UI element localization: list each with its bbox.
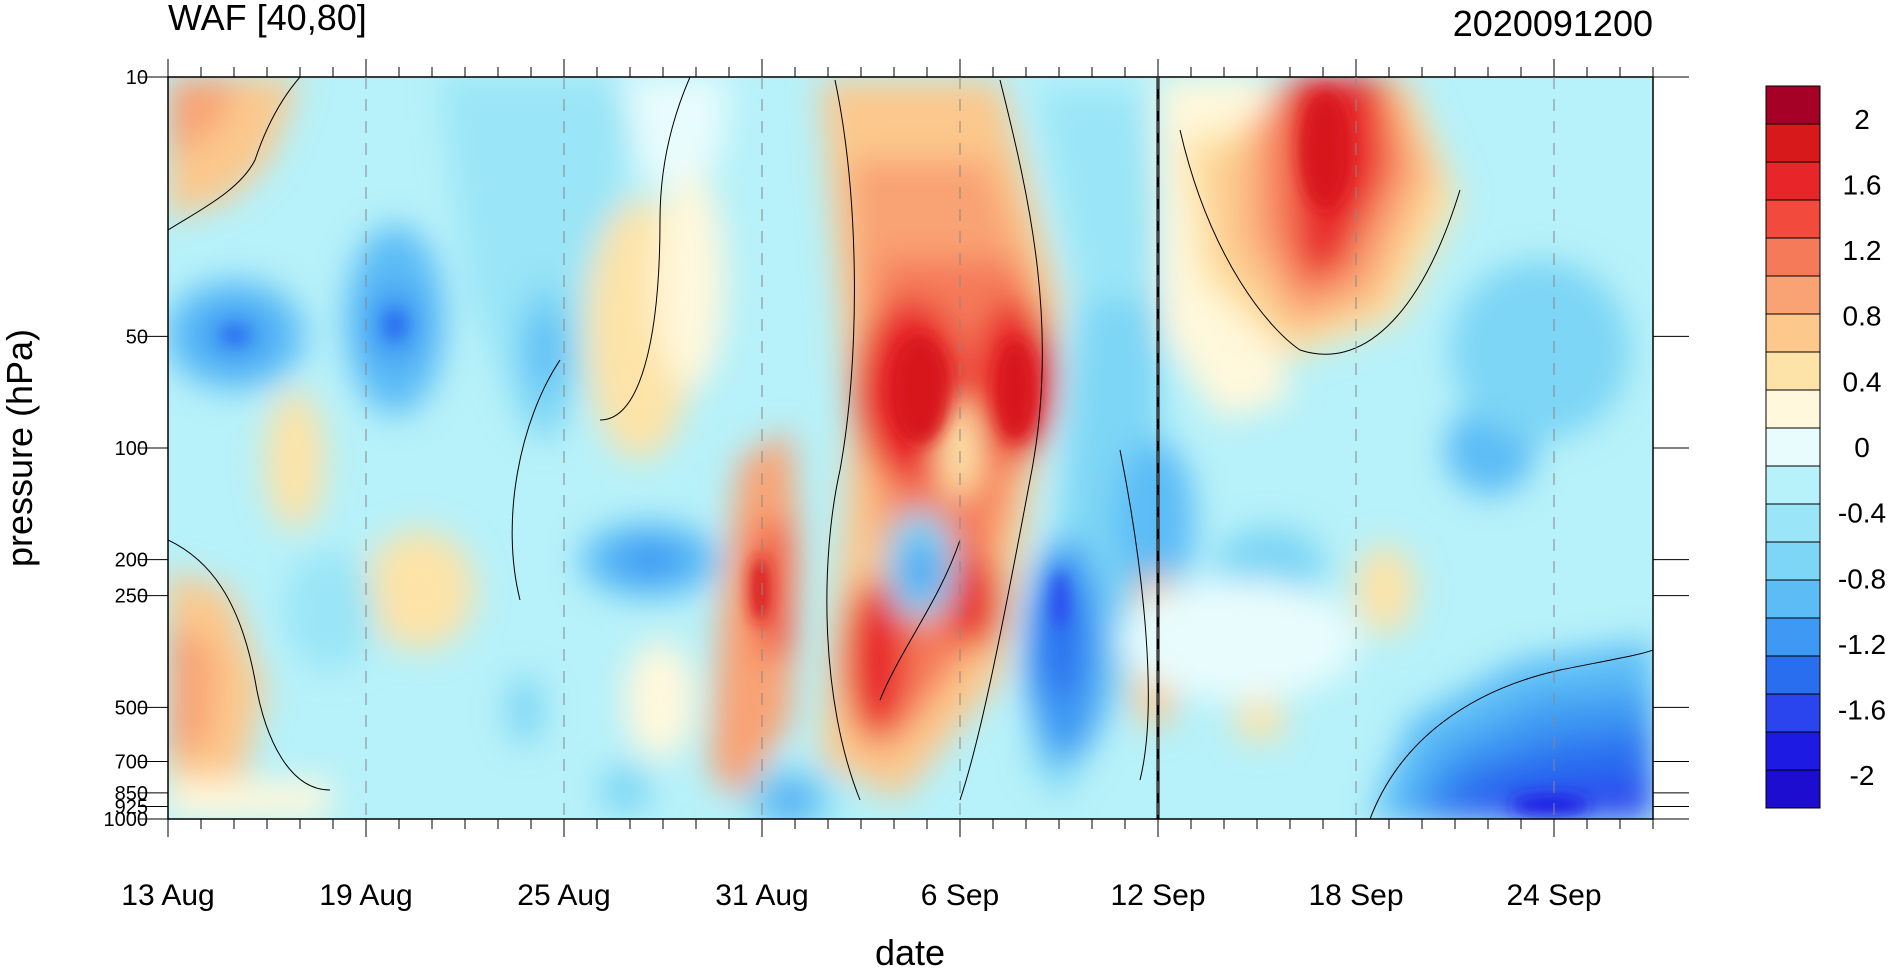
colorbar-label: 0.8 xyxy=(1843,301,1882,332)
colorbar-swatch xyxy=(1765,313,1821,353)
x-axis: 13 Aug 19 Aug 25 Aug 31 Aug 6 Sep 12 Sep 18 Se… xyxy=(121,59,1654,912)
colorbar-label: -2 xyxy=(1850,760,1875,791)
y-tick-label: 100 xyxy=(115,438,148,460)
contour-lines xyxy=(168,77,1653,819)
y-tick-label: 200 xyxy=(115,550,148,572)
y-tick-label: 500 xyxy=(115,697,148,719)
colorbar-swatch xyxy=(1765,237,1821,277)
colorbar-label: -1.6 xyxy=(1838,695,1886,726)
title-left: WAF [40,80] xyxy=(168,0,367,38)
x-tick-label: 31 Aug xyxy=(715,879,808,912)
colorbar-swatch xyxy=(1765,161,1821,201)
x-tick-label: 19 Aug xyxy=(319,879,412,912)
colorbar-swatch xyxy=(1765,769,1821,809)
colorbar-label: -1.2 xyxy=(1838,629,1886,660)
colorbar-swatch xyxy=(1765,85,1821,125)
colorbar-swatch xyxy=(1765,465,1821,505)
title-right: 2020091200 xyxy=(1453,3,1653,44)
colorbar-swatch xyxy=(1765,351,1821,391)
x-tick-label: 13 Aug xyxy=(121,879,214,912)
colorbar-swatch xyxy=(1765,427,1821,467)
x-tick-label: 24 Sep xyxy=(1506,879,1601,912)
colorbar-swatch xyxy=(1765,617,1821,657)
colorbar-swatch xyxy=(1765,655,1821,695)
y-tick-label: 1000 xyxy=(104,809,149,831)
colorbar-swatch xyxy=(1765,503,1821,543)
colorbar-swatch xyxy=(1765,693,1821,733)
y-tick-label: 850 xyxy=(115,783,148,805)
colorbar-label: 2 xyxy=(1854,104,1870,135)
colorbar-swatch xyxy=(1765,123,1821,163)
y-axis-label: pressure (hPa) xyxy=(0,329,40,567)
colorbar-label: 0.4 xyxy=(1843,366,1882,397)
y-tick-label: 700 xyxy=(115,752,148,774)
y-tick-label: 925 xyxy=(115,796,148,818)
colorbar-label: 1.2 xyxy=(1843,235,1882,266)
colorbar-label: -0.8 xyxy=(1838,563,1886,594)
colorbar-swatch xyxy=(1765,389,1821,429)
colorbar-swatch xyxy=(1765,541,1821,581)
y-tick-label: 50 xyxy=(126,326,148,348)
colorbar-label: -0.4 xyxy=(1838,498,1886,529)
colorbar-label: 0 xyxy=(1854,432,1870,463)
colorbar-swatch xyxy=(1765,275,1821,315)
field-cores xyxy=(221,90,1590,815)
colorbar-swatch xyxy=(1765,199,1821,239)
colorbar-label: 1.6 xyxy=(1843,169,1882,200)
colorbar-swatch xyxy=(1765,579,1821,619)
colorbar-swatch xyxy=(1765,731,1821,771)
x-axis-label: date xyxy=(875,932,945,969)
x-tick-label: 18 Sep xyxy=(1308,879,1403,912)
y-tick-label: 10 xyxy=(126,67,148,89)
x-tick-label: 25 Aug xyxy=(517,879,610,912)
x-tick-label: 12 Sep xyxy=(1110,879,1205,912)
colorbar: 2 1.6 1.2 0.8 0.4 0 -0.4 -0.8 -1.2 -1.6 -2 xyxy=(1765,85,1886,809)
x-tick-label: 6 Sep xyxy=(921,879,999,912)
contour-field xyxy=(168,77,1653,819)
y-tick-label: 250 xyxy=(115,586,148,608)
